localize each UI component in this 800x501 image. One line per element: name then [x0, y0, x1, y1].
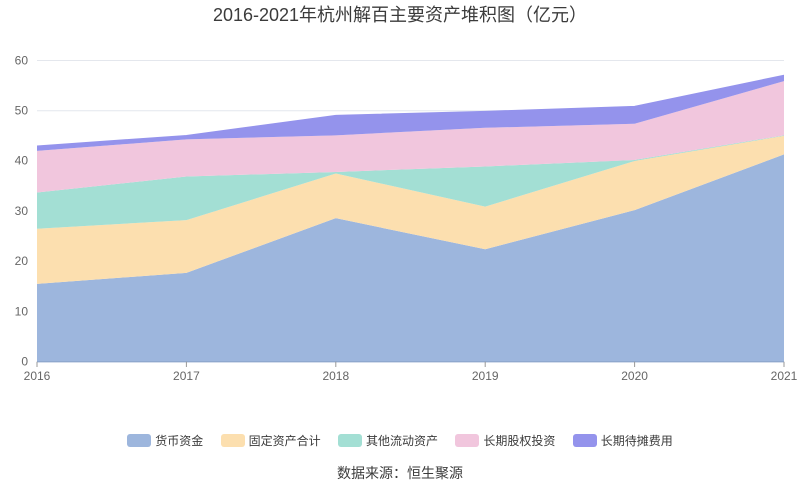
svg-text:30: 30 — [15, 204, 29, 218]
svg-text:2018: 2018 — [322, 369, 349, 383]
svg-text:2020: 2020 — [621, 369, 648, 383]
svg-text:2021: 2021 — [771, 369, 798, 383]
svg-text:60: 60 — [15, 53, 29, 67]
svg-text:10: 10 — [15, 304, 29, 318]
svg-text:2016: 2016 — [24, 369, 51, 383]
svg-text:40: 40 — [15, 154, 29, 168]
svg-text:2017: 2017 — [173, 369, 200, 383]
svg-text:50: 50 — [15, 104, 29, 118]
svg-text:0: 0 — [21, 355, 28, 369]
svg-text:20: 20 — [15, 254, 29, 268]
svg-text:2019: 2019 — [472, 369, 499, 383]
